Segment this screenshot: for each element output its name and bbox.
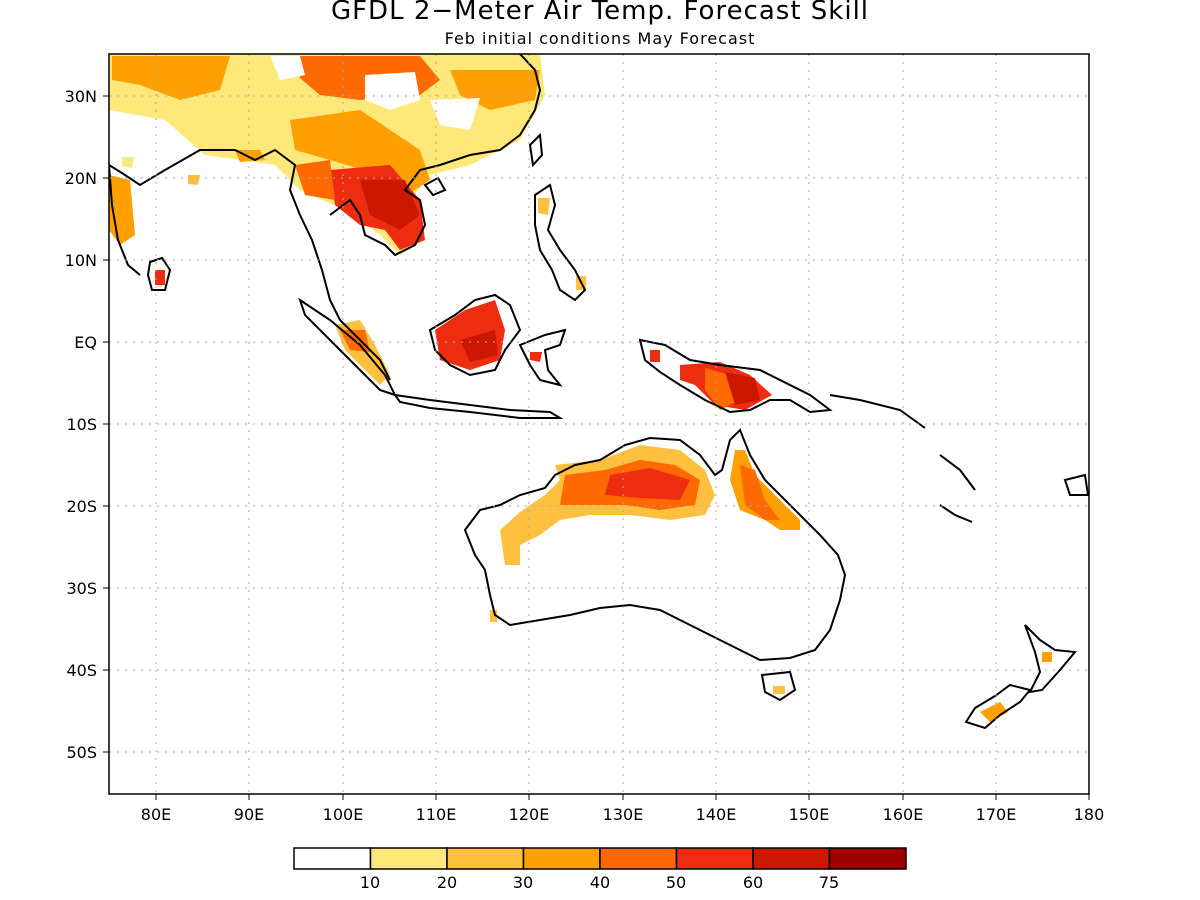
map-title: GFDL 2−Meter Air Temp. Forecast Skill	[330, 0, 870, 26]
lat-label: 40S	[66, 661, 97, 680]
gridlines	[109, 54, 1089, 794]
lon-label: 150E	[789, 805, 830, 824]
lon-label: 130E	[603, 805, 644, 824]
colorbar-label: 75	[819, 873, 839, 892]
colorbar-label: 30	[513, 873, 533, 892]
skill-shading	[109, 54, 1052, 722]
axis-ticks	[103, 95, 1090, 800]
map-subtitle: Feb initial conditions May Forecast	[444, 29, 756, 48]
lon-label: 160E	[883, 805, 924, 824]
lat-label: EQ	[74, 333, 97, 352]
lon-label: 170E	[976, 805, 1017, 824]
colorbar-swatch	[828, 847, 907, 870]
lat-label: 30S	[66, 579, 97, 598]
lat-label: 30N	[65, 87, 97, 106]
colorbar-swatch	[293, 847, 372, 870]
colorbar-swatch	[675, 847, 754, 870]
latitude-labels: 30N 20N 10N EQ 10S 20S 30S 40S 50S	[65, 87, 97, 762]
colorbar-swatch	[752, 847, 831, 870]
coastlines	[109, 54, 1089, 730]
colorbar-label: 40	[590, 873, 610, 892]
longitude-labels: 80E 90E 100E 110E 120E 130E 140E 150E 16…	[141, 805, 1105, 824]
colorbar-swatch	[446, 847, 525, 870]
colorbar-swatch	[599, 847, 678, 870]
lat-label: 20S	[66, 497, 97, 516]
colorbar: 10 20 30 40 50 60 75	[293, 847, 907, 892]
lon-label: 140E	[696, 805, 737, 824]
colorbar-swatch	[522, 847, 601, 870]
lat-label: 10N	[65, 251, 97, 270]
colorbar-label: 50	[666, 873, 686, 892]
lon-label: 180	[1074, 805, 1105, 824]
colorbar-label: 10	[360, 873, 380, 892]
colorbar-swatch	[369, 847, 448, 870]
colorbar-label: 20	[437, 873, 457, 892]
lon-label: 90E	[234, 805, 264, 824]
lat-label: 10S	[66, 415, 97, 434]
lat-label: 20N	[65, 169, 97, 188]
colorbar-label: 60	[743, 873, 763, 892]
lon-label: 80E	[141, 805, 171, 824]
lat-label: 50S	[66, 743, 97, 762]
lon-label: 110E	[416, 805, 457, 824]
lon-label: 120E	[509, 805, 550, 824]
lon-label: 100E	[323, 805, 364, 824]
